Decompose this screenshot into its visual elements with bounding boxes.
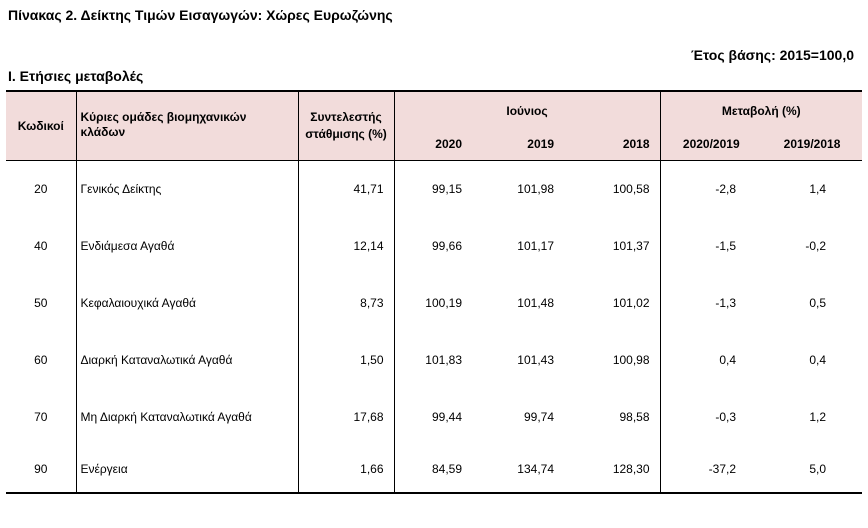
header-change-2020-2019: 2020/2019: [659, 129, 763, 161]
row-name: Ενέργεια: [75, 445, 298, 494]
row-change-2: 1,4: [809, 181, 827, 196]
row-code: 90: [6, 445, 76, 494]
row-change-1: 0,4: [659, 331, 763, 388]
row-change-2: -0,2: [805, 238, 827, 253]
row-code: 70: [34, 409, 48, 424]
row-change-1: -1,5: [659, 217, 763, 274]
header-month: Ιούνιος: [393, 90, 661, 129]
row-weight: 8,73: [297, 274, 394, 331]
row-weight: 17,68: [297, 388, 394, 445]
row-2020: 99,15: [393, 160, 472, 217]
row-code: 40: [34, 238, 48, 253]
row-2018: 98,58: [619, 409, 650, 424]
row-2018: 100,98: [612, 352, 650, 367]
row-name: Κεφαλαιουχικά Αγαθά: [75, 274, 298, 331]
row-change-2: 0,4: [809, 352, 827, 367]
table-row: 20 Γενικός Δείκτης 41,71 99,15 101,98 10…: [6, 160, 862, 217]
row-code: 60: [34, 352, 48, 367]
row-change-1: -37,2: [659, 445, 763, 494]
table-row: 70 Μη Διαρκή Καταναλωτικά Αγαθά 17,68 99…: [6, 388, 862, 445]
header-change-2019-2018: 2019/2018: [762, 129, 863, 161]
row-weight: 1,50: [297, 331, 394, 388]
row-2018: 101,37: [612, 238, 650, 253]
row-change-1: -1,3: [659, 274, 763, 331]
row-2019: 101,43: [517, 352, 554, 367]
row-weight: 41,71: [297, 160, 394, 217]
row-2018: 128,30: [564, 445, 661, 494]
table-row: 60 Διαρκή Καταναλωτικά Αγαθά 1,50 101,83…: [6, 331, 862, 388]
row-change-2: 0,5: [809, 295, 827, 310]
row-2018: 101,02: [612, 295, 650, 310]
price-index-table: Κωδικοί Κύριες ομάδες βιομηχανικών κλάδω…: [6, 90, 863, 494]
header-code: Κωδικοί: [6, 90, 76, 161]
row-name: Διαρκή Καταναλωτικά Αγαθά: [75, 331, 298, 388]
row-2018: 100,58: [612, 181, 650, 196]
row-change-1: -0,3: [659, 388, 763, 445]
row-weight: 1,66: [297, 445, 394, 494]
header-group: Κύριες ομάδες βιομηχανικών κλάδων: [75, 90, 298, 161]
row-name: Μη Διαρκή Καταναλωτικά Αγαθά: [75, 388, 298, 445]
row-2019: 101,17: [517, 238, 554, 253]
table-row: 90 Ενέργεια 1,66 84,59 134,74 128,30 -37…: [6, 445, 863, 494]
row-2020: 84,59: [393, 445, 472, 494]
header-weight: Συντελεστής στάθμισης (%): [297, 90, 394, 161]
base-year-note: Έτος βάσης: 2015=100,0: [691, 47, 854, 63]
header-year-2020: 2020: [393, 129, 472, 161]
header-year-2019: 2019: [472, 129, 564, 161]
row-code: 50: [34, 295, 48, 310]
row-2020: 99,66: [393, 217, 472, 274]
row-2019: 101,48: [517, 295, 554, 310]
table-title: Πίνακας 2. Δείκτης Τιμών Εισαγωγών: Χώρε…: [8, 7, 393, 23]
row-2019: 99,74: [523, 409, 554, 424]
row-2019: 101,98: [517, 181, 554, 196]
row-2020: 100,19: [393, 274, 472, 331]
section-heading: Ι. Ετήσιες μεταβολές: [8, 68, 144, 84]
row-2019: 134,74: [472, 445, 564, 494]
row-change-2: 1,2: [809, 409, 827, 424]
row-weight: 12,14: [297, 217, 394, 274]
row-name: Γενικός Δείκτης: [75, 160, 298, 217]
row-name: Ενδιάμεσα Αγαθά: [75, 217, 298, 274]
row-change-2: 5,0: [762, 445, 863, 494]
row-code: 20: [34, 181, 48, 196]
header-year-2018: 2018: [564, 129, 661, 161]
table-row: 40 Ενδιάμεσα Αγαθά 12,14 99,66 101,17 10…: [6, 217, 862, 274]
row-change-1: -2,8: [659, 160, 763, 217]
row-2020: 99,44: [393, 388, 472, 445]
row-2020: 101,83: [393, 331, 472, 388]
header-change: Μεταβολή (%): [659, 90, 863, 129]
table-row: 50 Κεφαλαιουχικά Αγαθά 8,73 100,19 101,4…: [6, 274, 862, 331]
